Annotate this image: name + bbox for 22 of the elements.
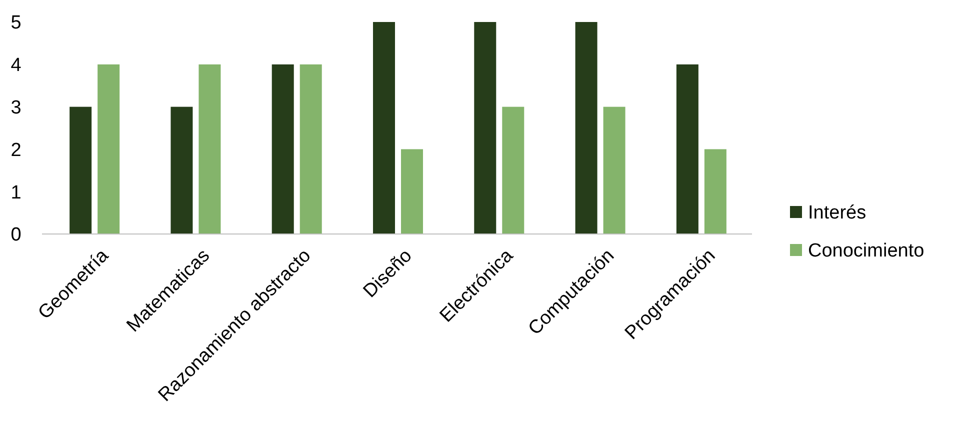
bar — [300, 64, 322, 234]
bar — [676, 64, 698, 234]
bar — [704, 149, 726, 234]
legend-label: Interés — [808, 202, 866, 224]
y-tick-label: 1 — [10, 182, 22, 204]
bar — [198, 64, 221, 234]
y-tick-label: 2 — [10, 140, 22, 161]
legend-label: Conocimiento — [808, 240, 924, 262]
bar — [170, 106, 193, 234]
bar — [474, 22, 496, 234]
bar — [70, 106, 92, 234]
y-tick-label: 0 — [10, 224, 22, 246]
bar — [373, 22, 395, 234]
bar — [272, 64, 294, 234]
y-tick-label: 3 — [10, 97, 22, 118]
bar — [603, 106, 626, 234]
bar — [98, 64, 120, 234]
y-tick-label: 4 — [10, 55, 22, 76]
y-tick-label: 5 — [10, 12, 22, 34]
bar — [401, 149, 423, 234]
bar — [502, 106, 524, 234]
bar — [575, 22, 598, 234]
